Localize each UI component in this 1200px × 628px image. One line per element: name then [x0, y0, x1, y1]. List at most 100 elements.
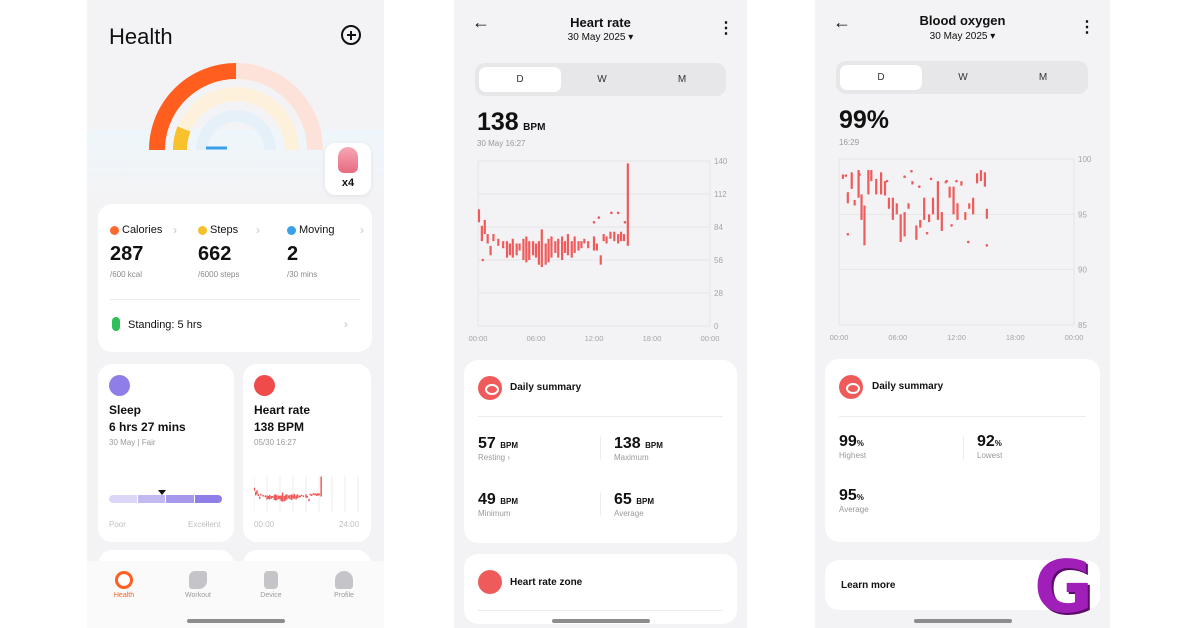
date-selector[interactable]: 30 May 2025 ▾: [815, 31, 1110, 42]
reading-time: 30 May 16:27: [477, 139, 526, 148]
stat-unit: %: [994, 439, 1002, 448]
daily-summary-card: Daily summary 57 BPM Resting › 138 BPM M…: [464, 360, 737, 543]
blood-oxygen-screen: ← Blood oxygen 30 May 2025 ▾ ⋮ D W M 99%…: [815, 0, 1110, 628]
learn-more-link[interactable]: Learn more: [841, 580, 896, 591]
x-tick-label: 00:00: [701, 334, 720, 343]
tab-day[interactable]: D: [840, 65, 922, 90]
reading-unit: BPM: [523, 122, 546, 133]
page-title: Heart rate: [570, 15, 631, 30]
site-logo: G: [1034, 545, 1094, 628]
data-point: [917, 185, 921, 188]
divider: [600, 436, 601, 460]
caret-down-icon: ▾: [628, 32, 634, 43]
data-point: [597, 216, 601, 219]
stat-maximum: 138 BPM Maximum: [614, 435, 663, 462]
nav-label: Device: [260, 592, 282, 599]
tab-week[interactable]: W: [958, 72, 968, 83]
y-tick-label: 100: [1078, 155, 1092, 164]
data-point: [610, 211, 613, 215]
more-icon[interactable]: ⋮: [718, 20, 734, 37]
activity-rings[interactable]: [149, 63, 323, 183]
heart-rate-card[interactable]: Heart rate 138 BPM 05/30 16:27 00:00 24:…: [243, 364, 371, 542]
metric-label: Moving: [299, 224, 335, 236]
tab-day[interactable]: D: [479, 67, 561, 92]
learn-more-card[interactable]: Learn more: [825, 560, 1100, 610]
running-icon: [189, 571, 207, 589]
data-point: [481, 258, 485, 262]
stat-value: 92: [977, 433, 995, 450]
achievement-badge[interactable]: x4: [325, 143, 371, 195]
data-point: [929, 177, 933, 181]
nav-health[interactable]: Health: [94, 571, 154, 599]
data-point: [966, 240, 970, 244]
metric-label: Steps: [210, 224, 239, 236]
data-point: [945, 179, 949, 183]
stat-value: 65: [614, 491, 632, 508]
heart-axis-start: 00:00: [254, 520, 275, 529]
date-label: 30 May 2025: [929, 31, 988, 42]
data-point: [885, 179, 889, 183]
data-point: [616, 211, 620, 215]
tab-week[interactable]: W: [597, 74, 607, 85]
stat-unit: BPM: [500, 441, 519, 450]
sleep-value: 6 hrs 27 mins: [109, 420, 186, 434]
data-point: [910, 169, 913, 173]
ice-cream-icon: [338, 147, 358, 173]
sleep-scale-max: Excellent: [188, 520, 221, 529]
flame-icon: [110, 225, 119, 235]
watch-icon: [264, 571, 278, 589]
nav-device[interactable]: Device: [241, 571, 301, 599]
nav-profile[interactable]: Profile: [314, 571, 374, 599]
metric-goal: /6000 steps: [198, 270, 240, 279]
sleep-card[interactable]: Sleep 6 hrs 27 mins 30 May | Fair Poor E…: [98, 364, 234, 542]
tab-month[interactable]: M: [1038, 72, 1048, 83]
tab-month[interactable]: M: [677, 74, 687, 85]
data-point: [925, 231, 929, 235]
summary-title: Daily summary: [872, 381, 944, 392]
heart-rate-zone-card[interactable]: Heart rate zone: [464, 554, 737, 624]
x-tick-label: 18:00: [1006, 333, 1025, 342]
stat-resting[interactable]: 57 BPM Resting ›: [478, 435, 518, 462]
stat-value: 95: [839, 487, 857, 504]
summary-title: Daily summary: [510, 382, 582, 393]
back-arrow-icon[interactable]: ←: [833, 12, 851, 32]
data-point: [950, 224, 953, 227]
y-tick-label: 140: [714, 157, 728, 166]
x-tick-label: 00:00: [1065, 333, 1084, 342]
x-tick-label: 18:00: [643, 334, 662, 343]
stat-label: Minimum: [478, 509, 511, 518]
add-button[interactable]: [341, 25, 361, 45]
data-point: [985, 244, 989, 247]
reading-value: 99%: [839, 106, 890, 134]
stat-value: 138: [614, 435, 641, 452]
stat-label: Lowest: [977, 451, 1003, 460]
clock-icon: [287, 225, 296, 235]
zone-icon: [478, 570, 502, 594]
period-tabs: D W M: [836, 61, 1088, 94]
oxygen-eye-icon: [839, 375, 863, 399]
divider: [839, 416, 1086, 417]
blood-oxygen-chart[interactable]: 100 95 90 85 00:00 06:00 12:00 18:00 00:00: [815, 150, 1110, 350]
y-tick-label: 28: [714, 289, 723, 298]
y-tick-label: 112: [714, 190, 727, 199]
standing-person-icon: [112, 317, 120, 331]
sleep-scale-min: Poor: [109, 520, 126, 529]
back-arrow-icon[interactable]: ←: [472, 12, 490, 32]
nav-workout[interactable]: Workout: [168, 571, 228, 599]
period-tabs: D W M: [475, 63, 726, 96]
y-tick-label: 0: [714, 322, 719, 331]
chevron-right-icon: ›: [256, 223, 260, 237]
heart-rate-screen: ← Heart rate 30 May 2025 ▾ ⋮ D W M 138 B…: [454, 0, 747, 628]
heart-mini-chart: [254, 476, 359, 512]
x-tick-label: 12:00: [947, 333, 966, 342]
date-selector[interactable]: 30 May 2025 ▾: [454, 32, 747, 43]
footprint-icon: [198, 225, 207, 235]
activity-card[interactable]: Calories › 287 /600 kcal Steps › 662 /60…: [98, 204, 372, 352]
home-indicator: [551, 619, 650, 623]
heart-rate-chart[interactable]: 140 112 84 56 28 0 00:00 06:00 12:00 18:00 00:00: [454, 150, 747, 350]
stat-label: Average: [839, 505, 869, 514]
more-icon[interactable]: ⋮: [1079, 19, 1095, 36]
zone-title: Heart rate zone: [510, 577, 583, 588]
x-tick-label: 12:00: [585, 334, 604, 343]
stat-highest: 99% Highest: [839, 433, 866, 460]
